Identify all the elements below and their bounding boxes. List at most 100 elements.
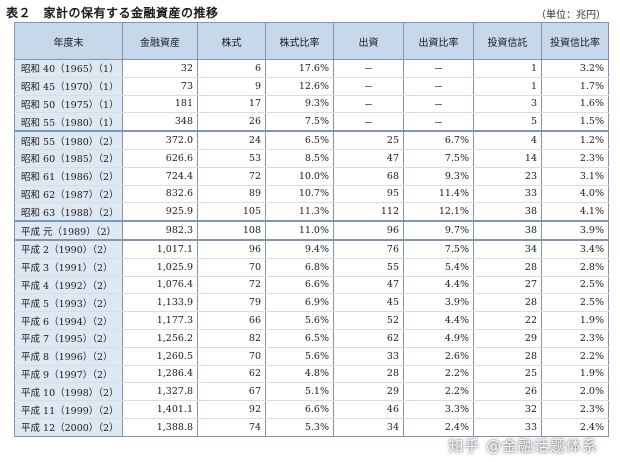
cell-stock-ratio: 9.3%	[265, 95, 334, 114]
cell-trust-ratio: 2.4%	[541, 418, 609, 437]
cell-year: 昭和 40（1965）（1）	[14, 59, 123, 78]
cell-investment: 76	[333, 238, 404, 259]
cell-investment: 28	[333, 365, 404, 384]
cell-investment-ratio: 3.3%	[403, 400, 474, 419]
cell-investment-trust: 32	[473, 400, 542, 419]
cell-year: 昭和 63（1988）（2）	[14, 202, 123, 222]
cell-stock-ratio: 5.6%	[265, 311, 334, 330]
cell-investment-trust: 28	[473, 258, 542, 277]
cell-investment-trust: 5	[473, 112, 542, 132]
cell-trust-ratio: 3.4%	[541, 238, 609, 259]
cell-year: 平成 3（1991）（2）	[14, 258, 123, 277]
cell-investment-ratio: 4.4%	[403, 276, 474, 295]
header-trust-ratio: 投資信比率	[541, 22, 609, 60]
table-row: 平成 元（1989）（2） 982.3 108 11.0% 96 9.7% 38 3.9%	[14, 220, 609, 241]
cell-trust-ratio: 2.5%	[541, 276, 609, 295]
cell-investment: 68	[333, 167, 404, 186]
cell-stock-ratio: 6.5%	[265, 329, 334, 348]
cell-financial-assets: 1,177.3	[122, 311, 198, 330]
cell-year: 昭和 61（1986）（2）	[14, 167, 123, 186]
cell-stock-ratio: 11.0%	[265, 220, 334, 241]
cell-stock-ratio: 8.5%	[265, 149, 334, 168]
cell-stock-ratio: 10.0%	[265, 167, 334, 186]
cell-investment-trust: 23	[473, 167, 542, 186]
cell-stocks: 92	[197, 400, 266, 419]
cell-investment-trust: 38	[473, 202, 542, 222]
cell-investment: －	[333, 77, 404, 96]
cell-stock-ratio: 6.8%	[265, 258, 334, 277]
cell-financial-assets: 1,401.1	[122, 400, 198, 419]
cell-stock-ratio: 6.5%	[265, 130, 334, 150]
table-row: 平成 5（1993）（2） 1,133.9 79 6.9% 45 3.9% 28 2.5%	[14, 293, 609, 313]
cell-investment-ratio: 2.4%	[403, 418, 474, 437]
cell-financial-assets: 181	[122, 95, 198, 114]
cell-investment-ratio: 7.5%	[403, 238, 474, 259]
cell-trust-ratio: 4.1%	[541, 202, 609, 222]
cell-trust-ratio: 2.5%	[541, 293, 609, 313]
cell-financial-assets: 925.9	[122, 202, 198, 222]
cell-investment: 52	[333, 311, 404, 330]
header-financial-assets: 金融資産	[122, 22, 198, 60]
cell-investment-ratio: 2.2%	[403, 365, 474, 384]
cell-stocks: 72	[197, 167, 266, 186]
cell-stock-ratio: 6.6%	[265, 400, 334, 419]
cell-year: 平成 元（1989）（2）	[14, 220, 123, 241]
cell-investment-trust: 22	[473, 311, 542, 330]
cell-investment-trust: 28	[473, 347, 542, 366]
cell-stocks: 96	[197, 238, 266, 259]
cell-investment-ratio: 4.4%	[403, 311, 474, 330]
header-investment: 出資	[333, 22, 404, 60]
table-row: 昭和 60（1985）（2） 626.6 53 8.5% 47 7.5% 14 2.3%	[14, 149, 609, 168]
cell-investment: 47	[333, 149, 404, 168]
table-row: 平成 3（1991）（2） 1,025.9 70 6.8% 55 5.4% 28 2.8%	[14, 258, 609, 277]
cell-investment-trust: 1	[473, 77, 542, 96]
cell-investment-ratio: 12.1%	[403, 202, 474, 222]
cell-investment-trust: 38	[473, 220, 542, 241]
cell-trust-ratio: 3.9%	[541, 220, 609, 241]
table-row: 平成 12（2000）（2） 1,388.8 74 5.3% 34 2.4% 33 2.4%	[14, 418, 609, 437]
table-title: 表２ 家計の保有する金融資産の推移	[6, 6, 219, 20]
cell-investment: 62	[333, 329, 404, 348]
cell-investment-ratio: 7.5%	[403, 149, 474, 168]
header-stocks: 株式	[197, 22, 266, 60]
cell-investment-trust: 27	[473, 276, 542, 295]
cell-investment: 29	[333, 382, 404, 402]
table-row: 平成 9（1997）（2） 1,286.4 62 4.8% 28 2.2% 25 1.9%	[14, 365, 609, 384]
cell-trust-ratio: 2.0%	[541, 382, 609, 402]
cell-investment: 96	[333, 220, 404, 241]
cell-trust-ratio: 2.3%	[541, 400, 609, 419]
cell-stocks: 72	[197, 276, 266, 295]
cell-financial-assets: 1,017.1	[122, 238, 198, 259]
cell-investment-trust: 34	[473, 238, 542, 259]
cell-trust-ratio: 2.8%	[541, 258, 609, 277]
cell-financial-assets: 32	[122, 59, 198, 78]
cell-year: 昭和 60（1985）（2）	[14, 149, 123, 168]
cell-trust-ratio: 2.3%	[541, 149, 609, 168]
cell-year: 昭和 55（1980）（1）	[14, 112, 123, 132]
cell-stocks: 89	[197, 185, 266, 204]
header-investment-ratio: 出資比率	[403, 22, 474, 60]
cell-investment-ratio: 9.7%	[403, 220, 474, 241]
cell-year: 昭和 50（1975）（1）	[14, 95, 123, 114]
table-row: 昭和 55（1980）（2） 372.0 24 6.5% 25 6.7% 4 1.2%	[14, 130, 609, 150]
cell-stock-ratio: 5.3%	[265, 418, 334, 437]
cell-financial-assets: 1,133.9	[122, 293, 198, 313]
cell-financial-assets: 1,327.8	[122, 382, 198, 402]
cell-stocks: 6	[197, 59, 266, 78]
financial-assets-table: 年度末 金融資産 株式 株式比率 出資 出資比率 投資信託 投資信比率 昭和 4…	[14, 22, 609, 437]
cell-trust-ratio: 2.3%	[541, 329, 609, 348]
cell-financial-assets: 1,256.2	[122, 329, 198, 348]
cell-investment-ratio: 2.6%	[403, 347, 474, 366]
cell-investment: 112	[333, 202, 404, 222]
cell-stocks: 24	[197, 130, 266, 150]
cell-investment-ratio: 3.9%	[403, 293, 474, 313]
cell-investment-ratio: 9.3%	[403, 167, 474, 186]
cell-financial-assets: 372.0	[122, 130, 198, 150]
cell-stock-ratio: 9.4%	[265, 238, 334, 259]
cell-year: 平成 4（1992）（2）	[14, 276, 123, 295]
table-row: 平成 4（1992）（2） 1,076.4 72 6.6% 47 4.4% 27 2.5%	[14, 276, 609, 295]
table-body: 昭和 40（1965）（1） 32 6 17.6% －－ 1 3.2% 昭和 45（1970）…	[14, 59, 609, 437]
cell-investment: 95	[333, 185, 404, 204]
cell-investment-ratio: －	[403, 95, 474, 114]
table-row: 平成 11（1999）（2） 1,401.1 92 6.6% 46 3.3% 32 2.3%	[14, 400, 609, 419]
